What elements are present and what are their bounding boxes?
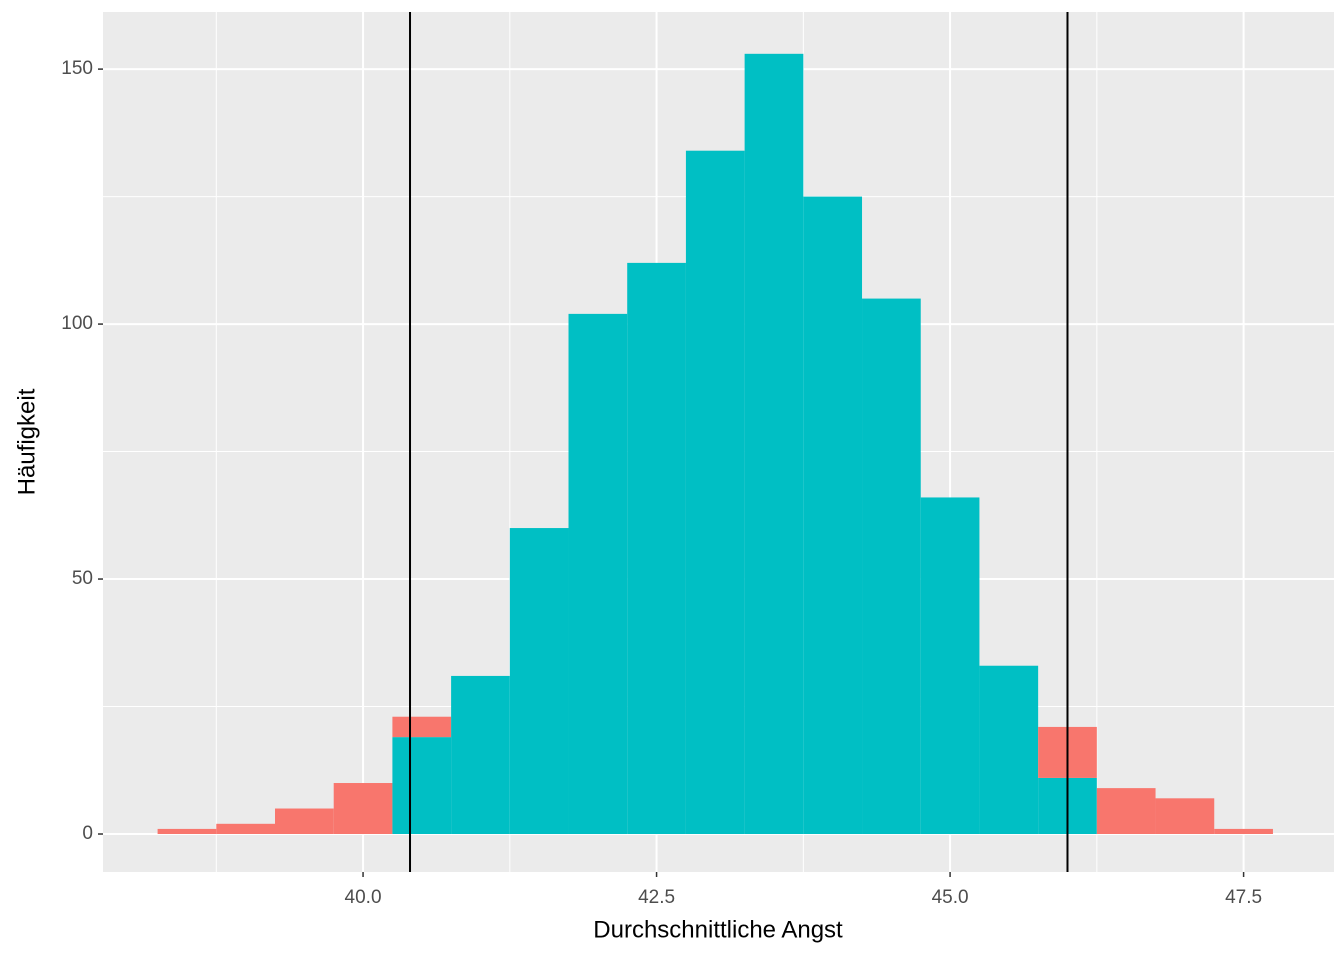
bar: [979, 665, 1039, 835]
bar: [1155, 798, 1215, 835]
bars: [157, 12, 1273, 872]
x-tick-label: 45.0: [932, 887, 969, 908]
bar: [216, 823, 275, 835]
bar: [627, 262, 686, 835]
bar: [274, 808, 334, 835]
bar: [568, 313, 628, 835]
bar: [803, 196, 863, 835]
bar: [685, 150, 745, 835]
x-tick-label: 42.5: [638, 887, 675, 908]
bar: [333, 783, 393, 835]
y-tick-label: 100: [61, 313, 93, 334]
bar: [392, 716, 452, 738]
bar: [920, 497, 980, 835]
y-axis-title: Häufigkeit: [13, 388, 40, 495]
bar: [392, 737, 452, 835]
x-axis-title: Durchschnittliche Angst: [593, 916, 843, 943]
bar: [862, 298, 921, 835]
y-tick-label: 50: [72, 568, 93, 589]
y-tick-label: 150: [61, 58, 93, 79]
bar: [157, 828, 217, 835]
bar: [509, 528, 569, 835]
y-tick-label: 0: [82, 823, 93, 844]
x-tick-label: 40.0: [345, 887, 382, 908]
bar: [744, 53, 804, 835]
x-tick-label: 47.5: [1225, 887, 1262, 908]
bar: [451, 675, 510, 835]
bar: [1096, 788, 1156, 835]
bar: [1214, 828, 1273, 835]
ticks: 40.0 42.5 45.0 47.5 0 50 100 150: [61, 58, 1262, 908]
